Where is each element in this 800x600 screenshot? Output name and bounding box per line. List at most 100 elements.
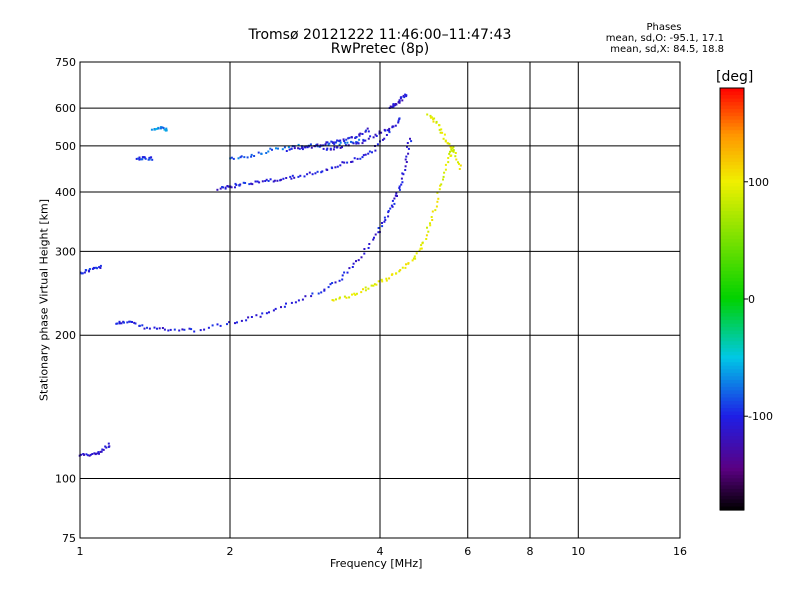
- data-point: [344, 141, 347, 144]
- data-point: [156, 327, 158, 330]
- data-point: [411, 259, 414, 262]
- data-point: [341, 161, 344, 164]
- data-point: [364, 153, 367, 156]
- data-point: [219, 187, 222, 190]
- data-point: [251, 183, 254, 186]
- data-point: [242, 181, 245, 184]
- data-point: [129, 320, 132, 323]
- data-point: [88, 269, 91, 272]
- y-axis-label: Stationary phase Virtual Height [km]: [37, 198, 51, 402]
- data-point: [404, 93, 407, 96]
- data-point: [261, 180, 264, 183]
- data-point: [343, 295, 346, 298]
- data-point: [144, 157, 147, 160]
- data-point: [343, 161, 346, 164]
- data-point: [100, 450, 103, 453]
- colorbar-band: [720, 457, 744, 462]
- data-point: [364, 130, 367, 133]
- colorbar-band: [720, 151, 744, 156]
- data-point: [397, 121, 400, 124]
- data-point: [380, 131, 383, 134]
- data-point: [310, 146, 313, 149]
- data-point: [449, 150, 451, 153]
- data-point: [344, 144, 347, 147]
- data-point: [226, 323, 228, 326]
- data-point: [359, 132, 362, 135]
- data-point: [80, 453, 82, 456]
- colorbar-band: [720, 400, 744, 406]
- data-point: [331, 282, 334, 284]
- colorbar-band: [720, 214, 744, 219]
- data-point: [293, 147, 296, 150]
- data-point: [358, 134, 361, 137]
- data-point: [297, 175, 300, 178]
- data-point: [116, 322, 119, 325]
- data-point: [82, 453, 85, 456]
- colorbar-band: [720, 425, 744, 430]
- colorbar-band: [720, 119, 744, 124]
- data-point: [394, 103, 397, 105]
- data-point: [138, 158, 141, 161]
- data-point: [285, 177, 288, 179]
- data-point: [80, 272, 83, 275]
- data-point: [207, 326, 210, 329]
- data-point: [234, 182, 237, 185]
- colorbar-band: [720, 186, 744, 191]
- data-point: [199, 329, 202, 332]
- data-point: [239, 183, 242, 186]
- data-point: [362, 288, 364, 291]
- data-point: [267, 180, 270, 182]
- data-point: [253, 155, 256, 157]
- data-point: [339, 296, 341, 299]
- data-point: [351, 266, 354, 268]
- colorbar-band: [720, 309, 744, 314]
- data-point: [442, 175, 445, 178]
- x-tick-label: 1: [77, 545, 84, 558]
- colorbar-band: [720, 133, 744, 138]
- colorbar-band: [720, 295, 744, 300]
- data-point: [364, 289, 367, 292]
- data-point: [108, 445, 111, 448]
- data-point: [85, 453, 88, 456]
- data-point: [143, 327, 146, 330]
- data-point: [273, 179, 276, 182]
- colorbar-band: [720, 182, 744, 188]
- data-point: [138, 156, 141, 159]
- data-point: [407, 152, 410, 155]
- data-point: [385, 134, 388, 136]
- data-point: [183, 328, 186, 331]
- data-point: [364, 139, 367, 142]
- colorbar-band: [720, 137, 744, 142]
- data-point: [157, 127, 160, 130]
- data-point: [363, 248, 366, 250]
- data-point: [126, 321, 129, 324]
- colorbar-band: [720, 112, 744, 117]
- colorbar-band: [720, 197, 744, 202]
- colorbar-band: [720, 418, 744, 423]
- data-point: [343, 140, 346, 143]
- data-point: [322, 147, 325, 150]
- x-axis-label: Frequency [MHz]: [330, 557, 423, 570]
- data-point: [366, 127, 369, 130]
- data-point: [429, 222, 431, 225]
- colorbar-band: [720, 211, 744, 216]
- data-point: [388, 127, 391, 130]
- colorbar-band: [720, 242, 744, 247]
- data-point: [338, 143, 341, 146]
- data-point: [381, 138, 384, 141]
- data-point: [259, 315, 262, 318]
- data-point: [331, 299, 334, 301]
- data-point: [398, 188, 401, 191]
- data-point: [334, 166, 337, 169]
- data-point: [361, 133, 364, 135]
- data-point: [425, 238, 428, 240]
- colorbar-band: [720, 390, 744, 395]
- data-point: [393, 197, 396, 200]
- data-point: [290, 147, 293, 150]
- data-point: [444, 140, 447, 143]
- colorbar-band: [720, 256, 744, 261]
- data-point: [372, 238, 375, 241]
- data-point: [351, 160, 354, 163]
- data-point: [440, 128, 443, 131]
- colorbar-band: [720, 478, 744, 483]
